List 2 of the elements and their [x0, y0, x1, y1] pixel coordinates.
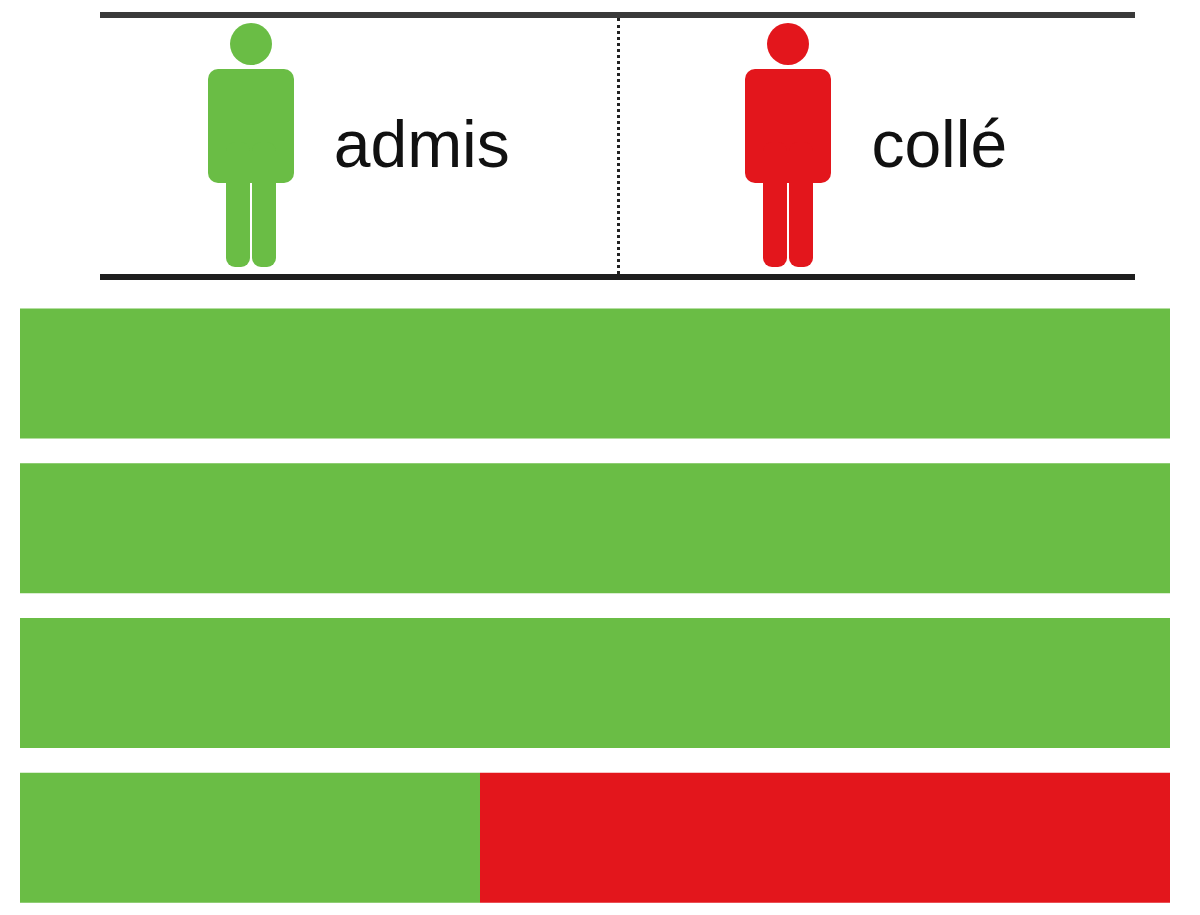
legend-label: collé	[871, 107, 1008, 181]
legend-label: admis	[333, 107, 510, 181]
